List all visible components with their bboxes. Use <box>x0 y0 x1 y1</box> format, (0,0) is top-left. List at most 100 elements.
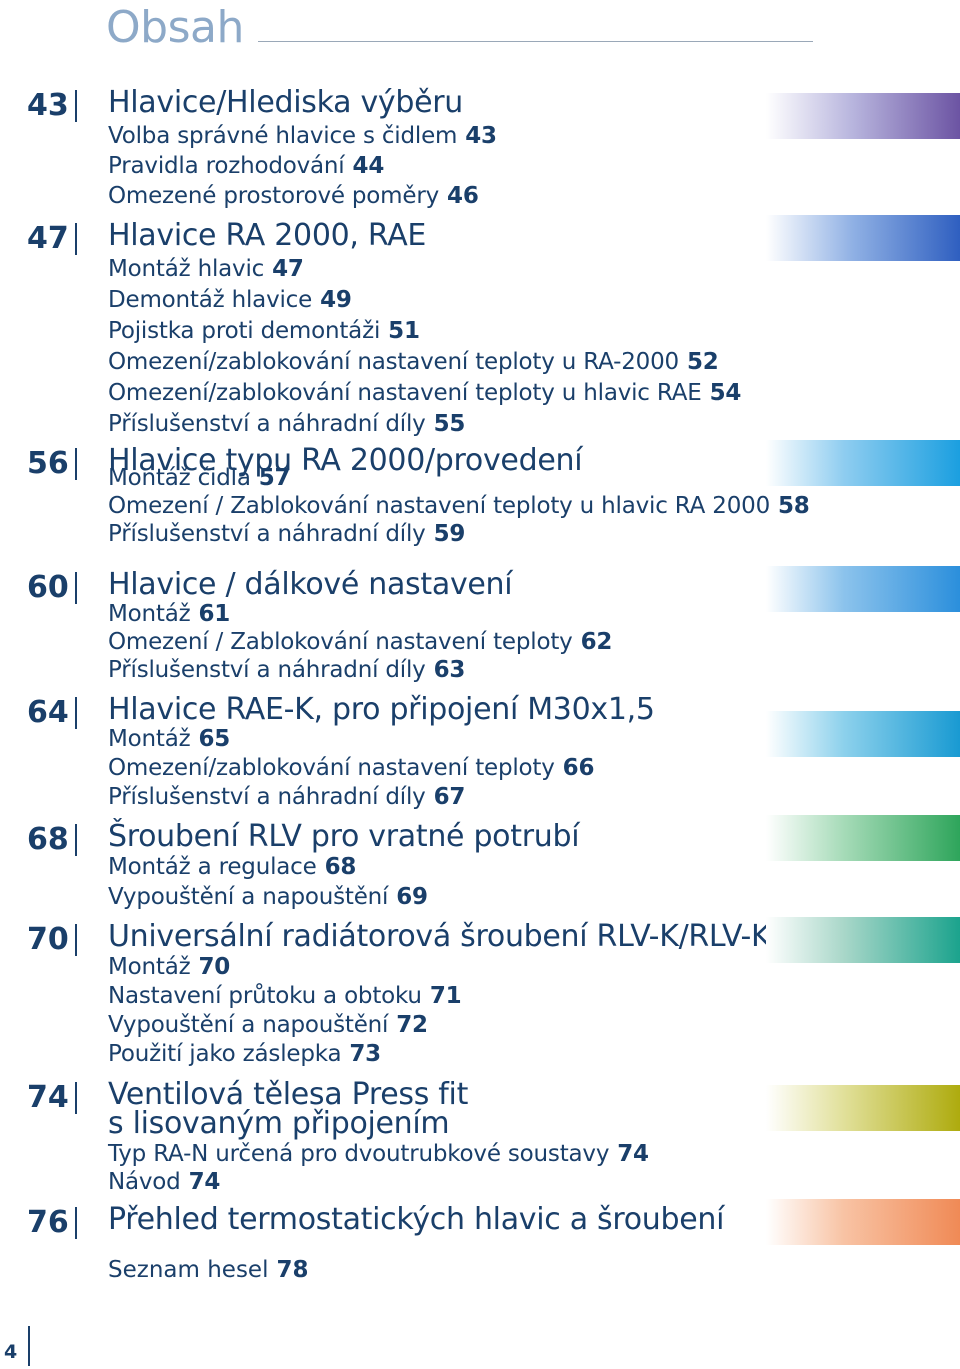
toc-item-page: 49 <box>320 287 352 313</box>
title-rule <box>258 41 813 42</box>
section-title[interactable]: Hlavice RAE-K, pro připojení M30x1,5 <box>108 692 655 727</box>
toc-item-label: Typ RA-N určená pro dvoutrubkové soustav… <box>108 1141 610 1167</box>
toc-item[interactable]: Omezení / Zablokování nastavení teploty … <box>108 492 810 520</box>
toc-item-page: 78 <box>276 1257 309 1283</box>
section-title[interactable]: Hlavice/Hlediska výběru <box>108 88 463 118</box>
section-title[interactable]: Přehled termostatických hlavic a šrouben… <box>108 1202 725 1237</box>
section-divider <box>75 1207 77 1239</box>
section-color-bar <box>766 440 960 486</box>
toc-item-label: Omezení/zablokování nastavení teploty u … <box>108 380 702 406</box>
toc-item-page: 55 <box>433 411 466 437</box>
toc-item[interactable]: Montáž 65 <box>108 725 594 754</box>
toc-item-label: Vypouštění a napouštění <box>108 884 389 910</box>
toc-item-page: 44 <box>352 153 385 179</box>
section-items: Montáž 61 Omezení / Zablokování nastavení … <box>108 600 612 684</box>
section-color-bar <box>766 93 960 139</box>
section-divider <box>75 223 77 255</box>
toc-item-label: Montáž čidla <box>108 465 251 491</box>
page-number-divider <box>28 1326 30 1366</box>
toc-item[interactable]: Demontáž hlavice 49 <box>108 286 741 317</box>
section-title-line: Hlavice RAE-K, pro připojení M30x1,5 <box>108 692 655 727</box>
toc-item[interactable]: Omezení/zablokování nastavení teploty u … <box>108 348 741 379</box>
toc-item-page: 74 <box>188 1169 221 1195</box>
toc-item-page: 71 <box>429 983 462 1009</box>
section-color-bar <box>766 1199 960 1245</box>
toc-item-page: 66 <box>562 755 595 781</box>
toc-item-page: 70 <box>198 954 231 980</box>
toc-item[interactable]: Omezení / Zablokování nastavení teploty 6… <box>108 628 612 656</box>
section-divider <box>75 824 77 856</box>
toc-item[interactable]: Příslušenství a náhradní díly 67 <box>108 783 594 812</box>
section-divider <box>75 448 77 480</box>
toc-item-page: 67 <box>433 784 466 810</box>
section-title[interactable]: Šroubení RLV pro vratné potrubí <box>108 822 580 852</box>
section-title[interactable]: Universální radiátorová šroubení RLV-K/R… <box>108 919 790 954</box>
section-divider <box>75 90 77 122</box>
toc-item-label: Volba správné hlavice s čidlem <box>108 123 458 149</box>
toc-item-page: 72 <box>396 1012 428 1038</box>
section-color-bar <box>766 711 960 757</box>
toc-item-label: Nastavení průtoku a obtoku <box>108 983 422 1009</box>
toc-item[interactable]: Nastavení průtoku a obtoku 71 <box>108 982 462 1011</box>
toc-item-label: Příslušenství a náhradní díly <box>108 521 426 547</box>
toc-item[interactable]: Omezení/zablokování nastavení teploty u … <box>108 379 741 410</box>
toc-item[interactable]: Montáž a regulace 68 <box>108 853 428 883</box>
toc-item[interactable]: Omezené prostorové poměry 46 <box>108 182 497 212</box>
toc-item[interactable]: Pojistka proti demontáži 51 <box>108 317 741 348</box>
toc-item[interactable]: Volba správné hlavice s čidlem 43 <box>108 122 497 152</box>
toc-item[interactable]: Použití jako záslepka 73 <box>108 1040 461 1069</box>
section-title-line: Přehled termostatických hlavic a šrouben… <box>108 1202 725 1237</box>
toc-item[interactable]: Montáž 61 <box>108 600 612 628</box>
section-color-bar <box>766 917 960 963</box>
toc-item[interactable]: Vypouštění a napouštění 72 <box>108 1011 461 1040</box>
toc-item-label: Pravidla rozhodování <box>108 153 345 179</box>
section-title-line: s lisovaným připojením <box>108 1106 450 1141</box>
toc-item-page: 68 <box>324 854 357 880</box>
toc-item-page: 54 <box>709 380 742 406</box>
toc-item-label: Omezení/zablokování nastavení teploty <box>108 755 555 781</box>
toc-item[interactable]: Montáž čidla 57 <box>108 464 810 492</box>
toc-item[interactable]: Montáž 70 <box>108 953 461 982</box>
toc-item[interactable]: Pravidla rozhodování 44 <box>108 152 497 182</box>
section-title[interactable]: Hlavice typu RA 2000/provedení <box>108 446 583 476</box>
toc-item-page: 51 <box>388 318 420 344</box>
toc-item-page: 46 <box>447 183 479 209</box>
toc-item-label: Montáž <box>108 726 191 752</box>
section-page-number: 68 <box>27 822 69 857</box>
section-page-number: 43 <box>27 88 69 123</box>
toc-item-label: Příslušenství a náhradní díly <box>108 657 426 683</box>
section-items: Montáž 70 Nastavení průtoku a obtoku 71 Vypo… <box>108 953 462 1069</box>
toc-item[interactable]: Vypouštění a napouštění 69 <box>108 883 428 913</box>
section-items: Volba správné hlavice s čidlem 43 Pravidla… <box>108 122 497 212</box>
section-items: Typ RA-N určená pro dvoutrubkové soustav… <box>108 1140 649 1196</box>
section-title[interactable]: Hlavice / dálkové nastavení <box>108 570 513 600</box>
toc-item[interactable]: Příslušenství a náhradní díly 59 <box>108 520 810 548</box>
toc-item-label: Montáž hlavic <box>108 256 265 282</box>
toc-item-label: Omezení/zablokování nastavení teploty u … <box>108 349 679 375</box>
toc-item-page: 57 <box>258 465 291 491</box>
section-items: Montáž čidla 57 Omezení / Zablokování nast… <box>108 464 810 548</box>
toc-item-label: Omezené prostorové poměry <box>108 183 440 209</box>
page-title: Obsah <box>106 2 244 53</box>
toc-item[interactable]: Montáž hlavic 47 <box>108 255 741 286</box>
section-items: Montáž a regulace 68 Vypouštění a napouště… <box>108 853 428 913</box>
toc-item[interactable]: Návod 74 <box>108 1168 649 1196</box>
section-title[interactable]: Ventilová tělesa Press fit s lisovaným př… <box>108 1080 468 1141</box>
toc-item-label: Vypouštění a napouštění <box>108 1012 389 1038</box>
section-page-number: 70 <box>27 922 69 957</box>
toc-item[interactable]: Omezení/zablokování nastavení teploty 66 <box>108 754 594 783</box>
toc-item-page: 58 <box>778 493 810 519</box>
toc-item-page: 69 <box>396 884 428 910</box>
toc-item[interactable]: Typ RA-N určená pro dvoutrubkové soustav… <box>108 1140 649 1168</box>
toc-item[interactable]: Příslušenství a náhradní díly 55 <box>108 410 741 441</box>
toc-item[interactable]: Příslušenství a náhradní díly 63 <box>108 656 612 684</box>
section-title-line: Universální radiátorová šroubení RLV-K/R… <box>108 919 790 954</box>
section-divider <box>75 572 77 604</box>
toc-item-label: Seznam hesel <box>108 1257 269 1283</box>
toc-item-label: Montáž <box>108 954 191 980</box>
toc-item-index[interactable]: Seznam hesel 78 <box>108 1257 308 1283</box>
section-title[interactable]: Hlavice RA 2000, RAE <box>108 221 426 251</box>
section-page-number: 47 <box>27 221 69 256</box>
toc-item-page: 61 <box>198 601 231 627</box>
section-items: Montáž 65 Omezení/zablokování nastavení te… <box>108 725 594 812</box>
